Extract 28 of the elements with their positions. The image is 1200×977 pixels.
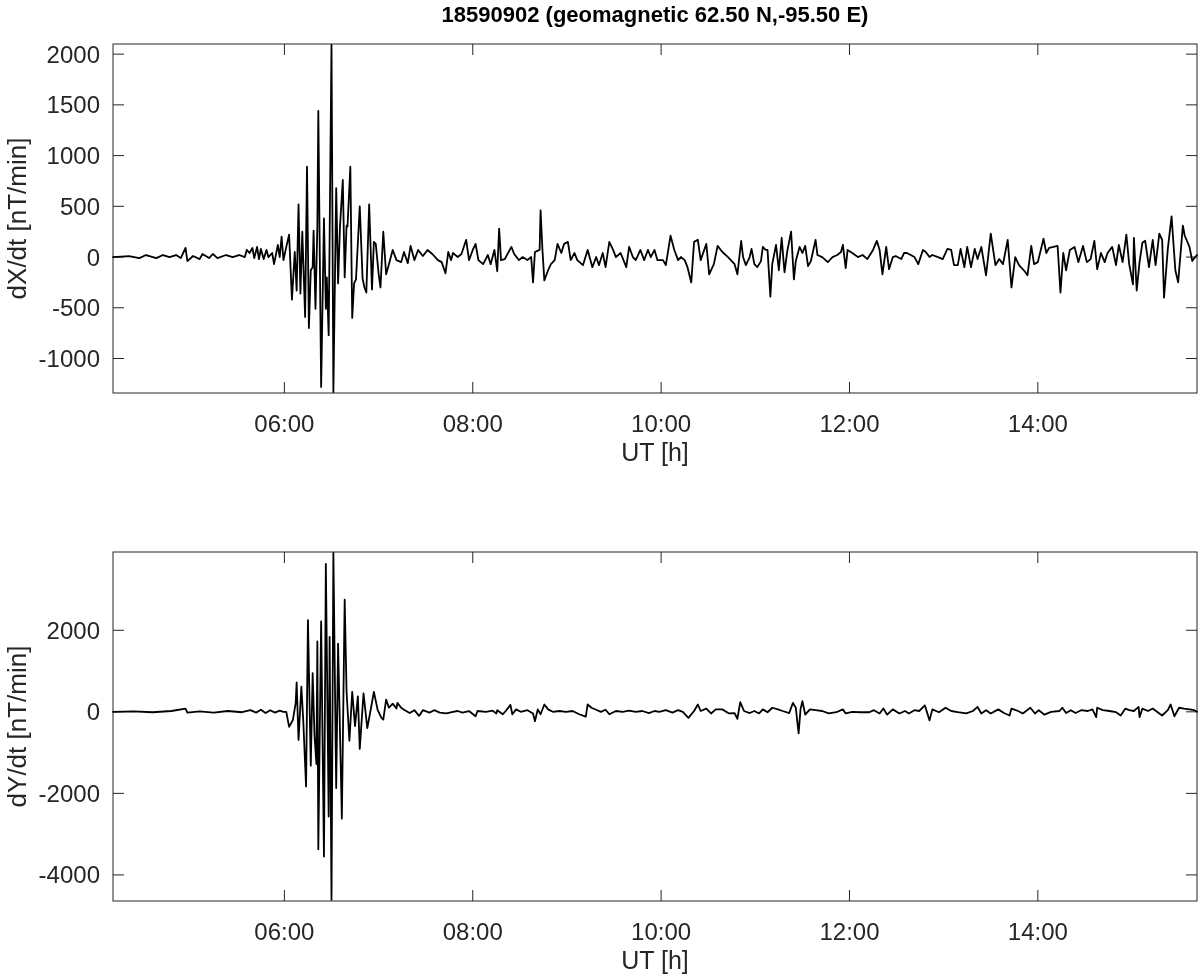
x-axis-title: UT [h] — [621, 438, 689, 466]
y-tick-label: -1000 — [38, 345, 100, 373]
y-tick-label: 1500 — [46, 91, 100, 119]
y-tick-label: -500 — [51, 294, 100, 322]
x-tick-label: 12:00 — [819, 409, 880, 437]
y-tick-label: 500 — [59, 192, 100, 220]
x-tick-label: 10:00 — [631, 409, 692, 437]
y-tick-label: -4000 — [38, 861, 100, 889]
y-tick-label: -2000 — [38, 779, 100, 807]
x-tick-label: 12:00 — [819, 917, 880, 945]
y-tick-label: 0 — [86, 243, 100, 271]
x-tick-label: 14:00 — [1007, 409, 1068, 437]
x-tick-label: 08:00 — [442, 917, 503, 945]
y-tick-label: 2000 — [46, 616, 100, 644]
x-axis-title: UT [h] — [621, 946, 689, 974]
line-series — [112, 551, 1198, 901]
x-tick-label: 10:00 — [631, 917, 692, 945]
chart-title: 18590902 (geomagnetic 62.50 N,-95.50 E) — [441, 2, 869, 27]
x-tick-label: 06:00 — [254, 917, 315, 945]
y-axis-title: dX/dt [nT/min] — [2, 137, 32, 300]
y-tick-label: 1000 — [46, 142, 100, 170]
x-tick-label: 08:00 — [442, 409, 503, 437]
x-tick-label: 14:00 — [1007, 917, 1068, 945]
y-tick-label: 0 — [86, 698, 100, 726]
line-series — [112, 44, 1198, 393]
x-tick-label: 06:00 — [254, 409, 315, 437]
y-tick-label: 2000 — [46, 40, 100, 68]
y-axis-title: dY/dt [nT/min] — [2, 645, 32, 808]
